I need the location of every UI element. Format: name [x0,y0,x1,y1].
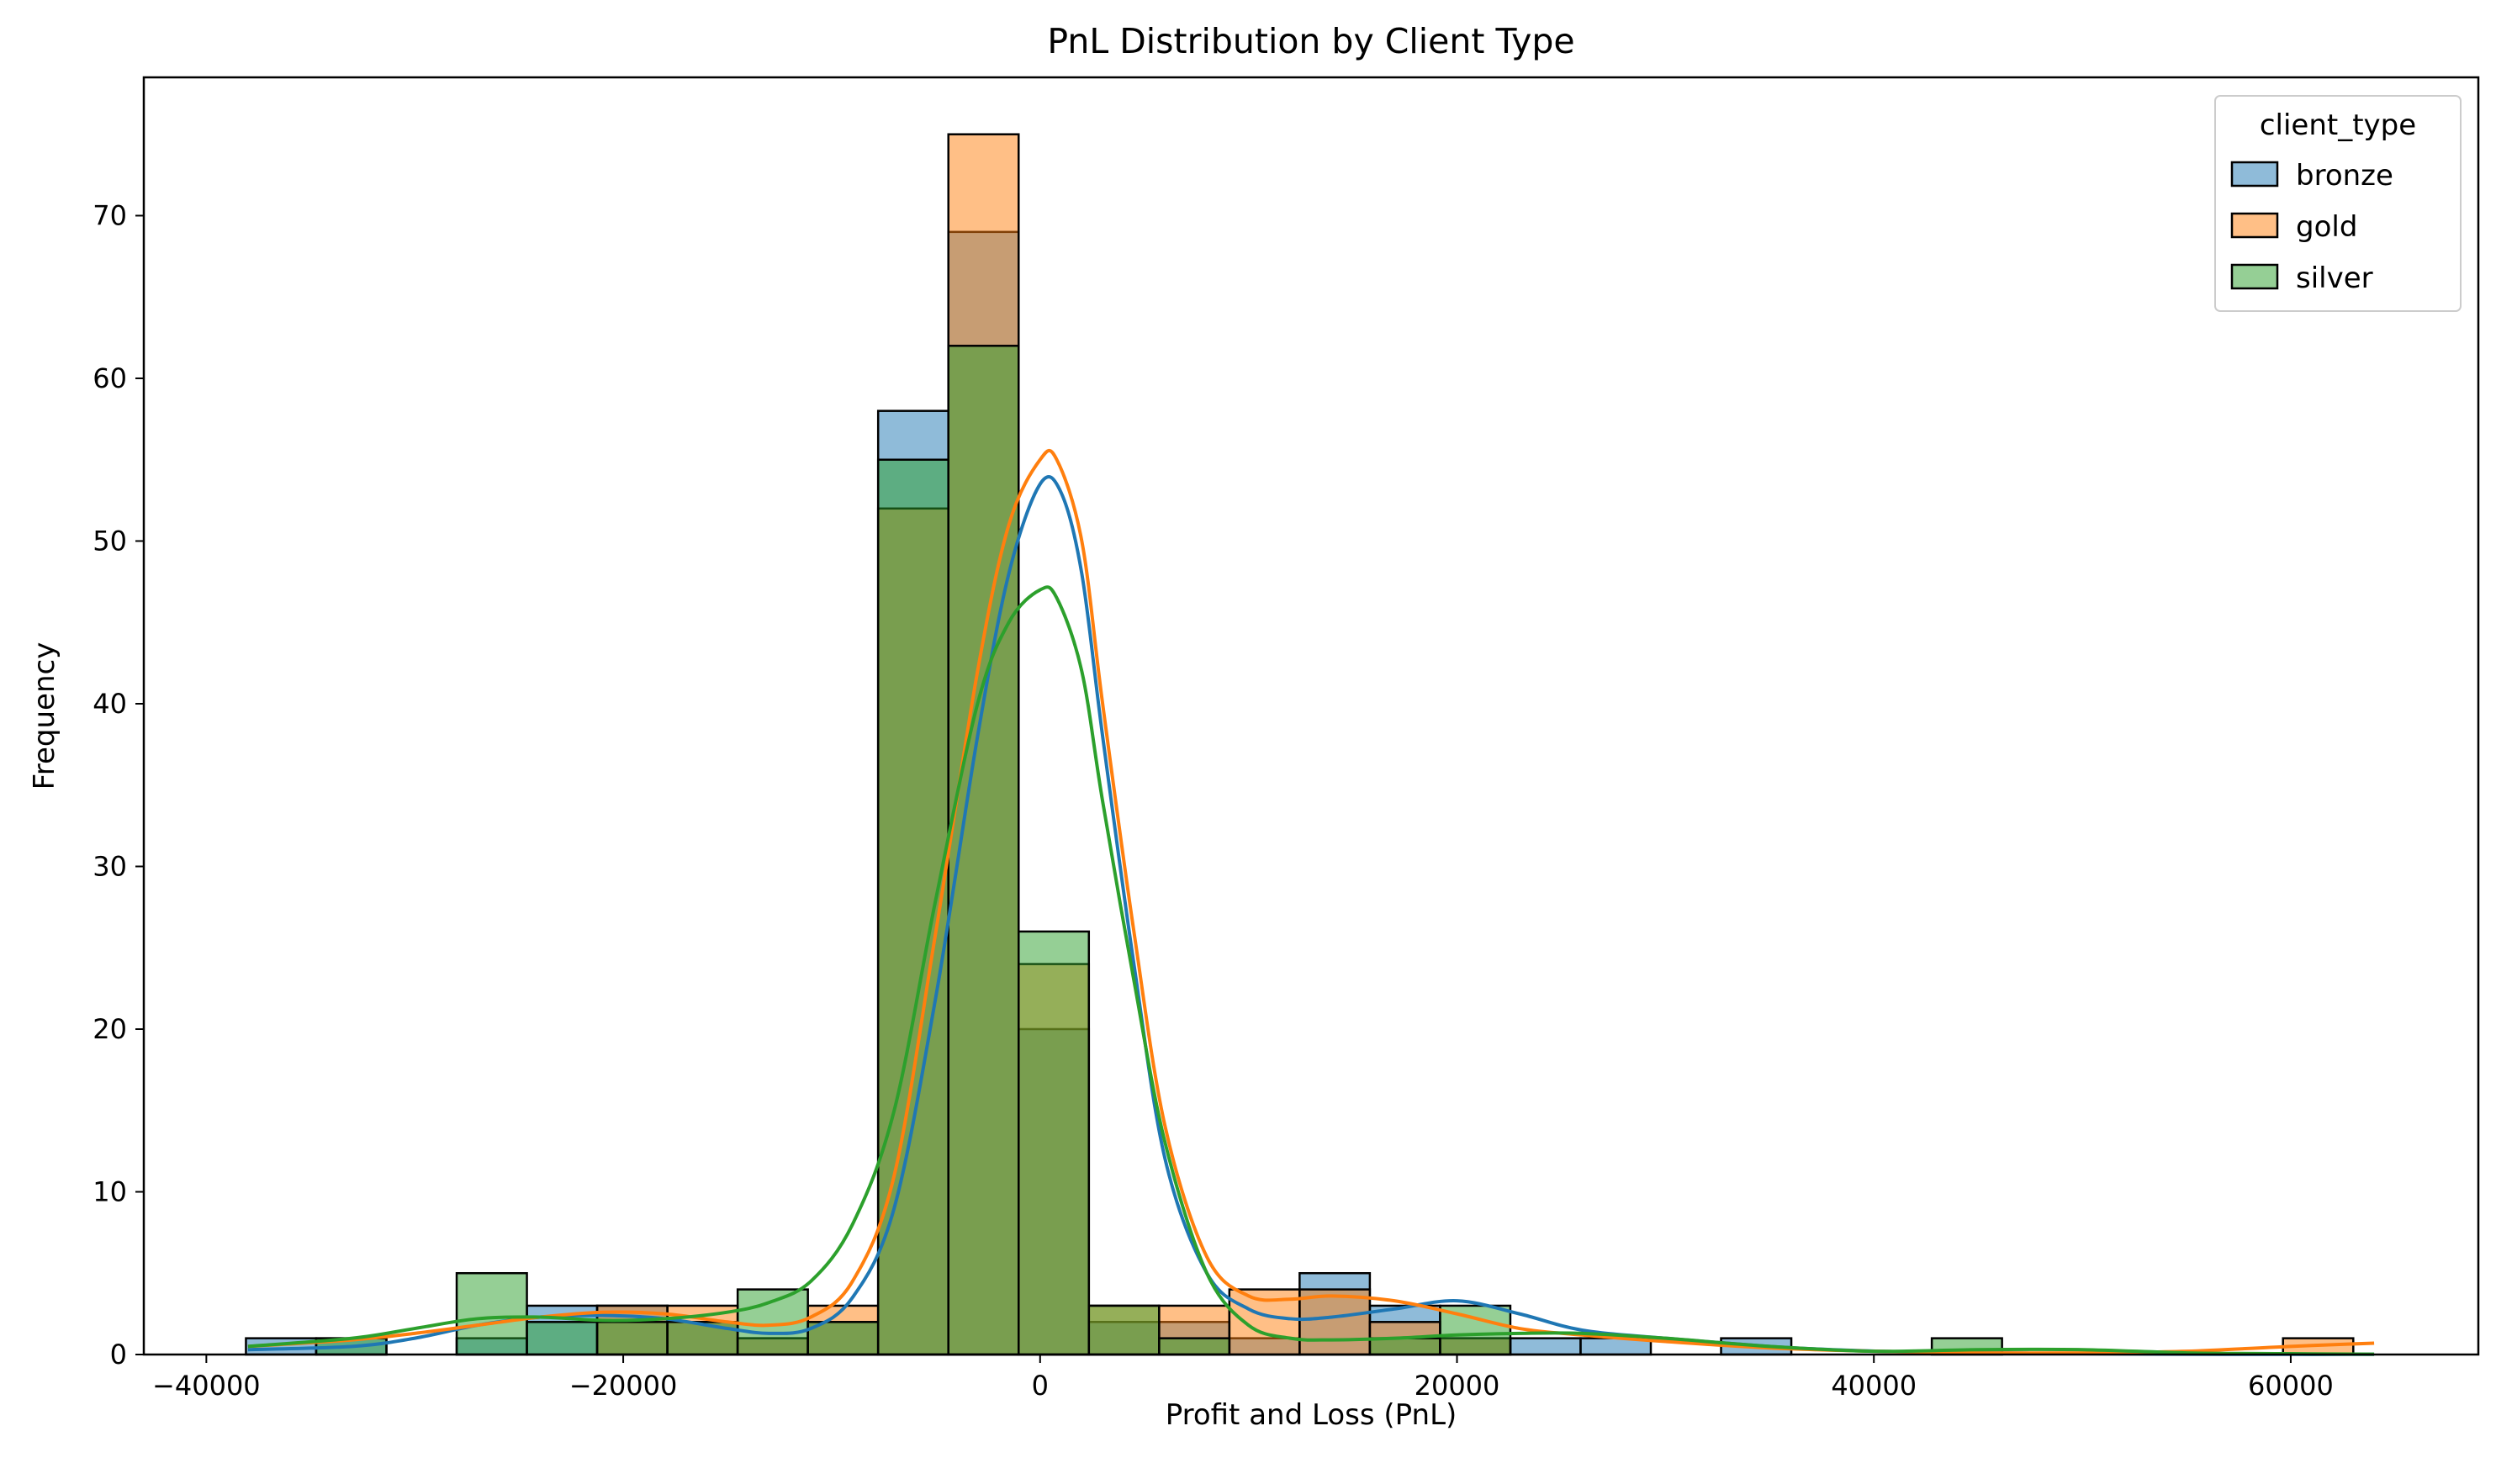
bar-silver [595,1321,669,1356]
bar-silver [876,458,949,1356]
y-axis-ticks: 0 10 20 30 40 50 60 70 [93,199,144,1370]
legend-label-gold: gold [2296,210,2357,244]
bars-layer [245,133,2355,1356]
bar-silver [526,1321,599,1356]
x-tick-label: 40000 [1831,1370,1917,1402]
legend-label-bronze: bronze [2296,159,2393,193]
bar-silver [455,1271,528,1356]
bars-silver [315,345,2003,1356]
y-axis-title: Frequency [28,642,61,790]
bar-silver [1368,1337,1441,1356]
y-tick-label: 20 [93,1013,127,1045]
y-tick-label: 60 [93,362,127,394]
kde-layer [247,448,2375,1356]
bar-gold [1298,1288,1372,1356]
bar-bronze [1509,1337,1582,1356]
legend-title: client_type [2260,108,2416,142]
plot-frame [142,76,2480,1356]
bar-silver [1087,1304,1161,1356]
legend: client_type bronze gold silver [2214,95,2462,312]
y-tick-label: 30 [93,850,127,882]
x-axis-title: Profit and Loss (PnL) [1166,1398,1457,1432]
y-tick-label: 0 [110,1339,127,1370]
bar-silver [1018,930,1091,1356]
x-tick-label: 0 [1032,1370,1049,1402]
x-tick-label: 60000 [2248,1370,2334,1402]
x-tick-label: −40000 [152,1370,261,1402]
x-tick-label: 20000 [1415,1370,1500,1402]
legend-swatch-silver [2230,263,2279,290]
x-axis-ticks: −40000 −20000 0 20000 40000 60000 [152,1355,2334,1402]
y-tick-label: 10 [93,1175,127,1207]
kde-line-silver [247,585,2375,1356]
y-tick-label: 50 [93,525,127,557]
bar-silver [1158,1337,1231,1356]
kde-line-bronze [247,475,2375,1356]
bars-gold [595,133,2355,1356]
y-tick-label: 40 [93,688,127,720]
y-tick-label: 70 [93,199,127,231]
legend-box [2214,95,2462,312]
legend-label-silver: silver [2296,261,2373,295]
kde-line-gold [247,448,2375,1355]
legend-swatch-gold [2230,212,2279,239]
chart-title: PnL Distribution by Client Type [1047,21,1574,61]
x-tick-label: −20000 [569,1370,678,1402]
legend-swatch-bronze [2230,161,2279,187]
legend-items: bronze gold silver [2230,159,2393,295]
